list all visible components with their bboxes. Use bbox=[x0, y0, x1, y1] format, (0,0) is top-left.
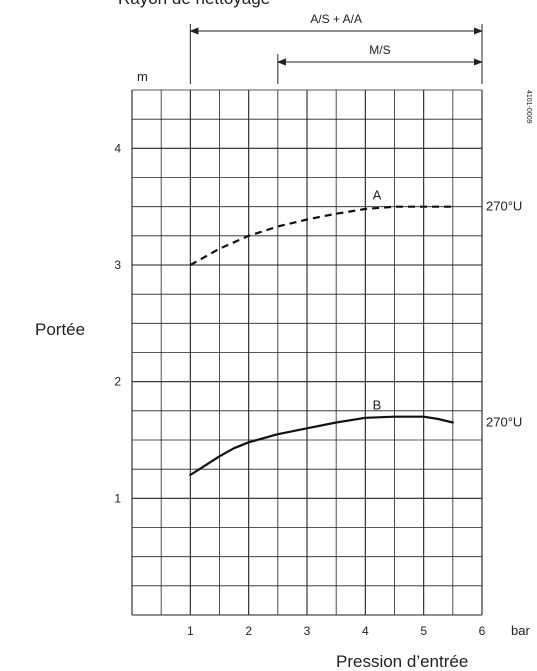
x-tick-label: 4 bbox=[362, 624, 369, 638]
chart-title: Rayon de nettoyage bbox=[118, 0, 270, 8]
range-label: M/S bbox=[369, 43, 390, 57]
y-tick-label: 1 bbox=[114, 491, 121, 505]
series-line-a bbox=[189, 205, 453, 266]
series-group: A 270°U B 270°U bbox=[189, 188, 522, 477]
x-tick-label: 3 bbox=[304, 624, 311, 638]
x-tick-label: 2 bbox=[245, 624, 252, 638]
range-label: A/S + A/A bbox=[310, 12, 362, 26]
x-axis-label: Pression d’entrée bbox=[336, 652, 468, 671]
series-name-label: A bbox=[373, 188, 382, 203]
x-unit-label: bar bbox=[511, 623, 530, 638]
series-end-label: 270°U bbox=[486, 199, 522, 214]
y-axis-label: Portée bbox=[35, 320, 85, 339]
y-tick-label: 2 bbox=[114, 375, 121, 389]
series-line-b bbox=[189, 415, 454, 477]
y-tick-label: 4 bbox=[114, 141, 121, 155]
grid bbox=[131, 89, 483, 616]
x-tick-label: 5 bbox=[420, 624, 427, 638]
x-tick-labels: 1 2 3 4 5 6 bbox=[187, 624, 486, 638]
series-end-label: 270°U bbox=[486, 415, 522, 430]
series-name-label: B bbox=[373, 398, 382, 413]
x-tick-label: 6 bbox=[479, 624, 486, 638]
x-tick-label: 1 bbox=[187, 624, 194, 638]
reference-code: 4101-0009 bbox=[525, 90, 532, 124]
y-tick-labels: 1 2 3 4 bbox=[114, 141, 121, 505]
y-unit-label: m bbox=[137, 69, 148, 84]
y-tick-label: 3 bbox=[114, 258, 121, 272]
range-annotations: A/S + A/A M/S bbox=[189, 12, 483, 84]
